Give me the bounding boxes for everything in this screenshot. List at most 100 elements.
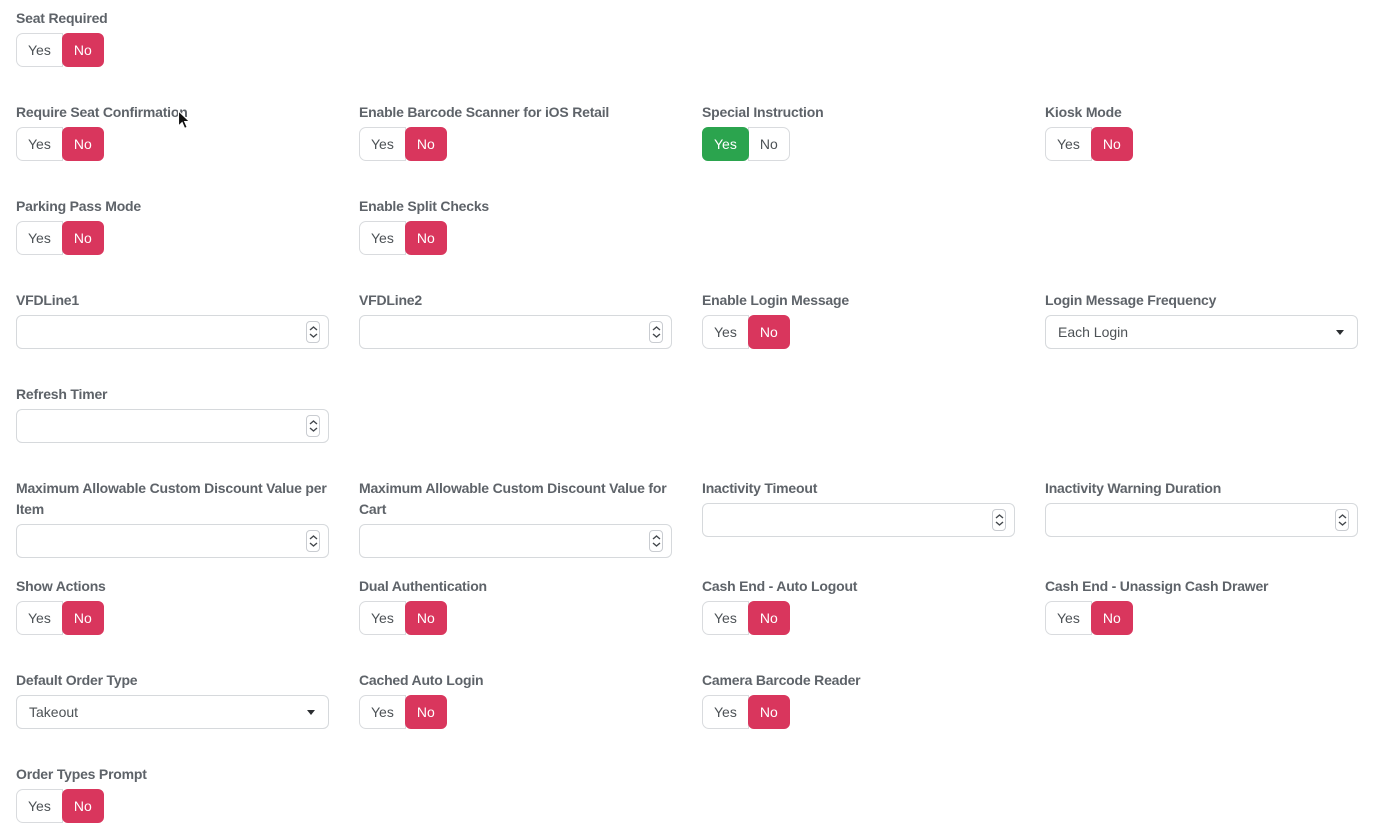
inactivity-timeout-label: Inactivity Timeout — [702, 480, 818, 496]
max-discount-item-stepper[interactable] — [306, 530, 320, 552]
require-seat-confirmation-toggle: Yes No — [16, 127, 104, 161]
enable-barcode-scanner-label: Enable Barcode Scanner for iOS Retail — [359, 104, 610, 120]
seat-required-toggle: Yes No — [16, 33, 104, 67]
vfdline2-stepper[interactable] — [649, 321, 663, 343]
settings-form: Seat Required Yes No Require Seat Confir… — [16, 8, 1374, 823]
field-refresh-timer: Refresh Timer — [16, 384, 329, 443]
enable-split-checks-yes-button[interactable]: Yes — [359, 221, 406, 255]
chevron-up-icon — [309, 326, 317, 331]
cached-auto-login-no-button[interactable]: No — [404, 695, 447, 729]
camera-barcode-reader-toggle: Yes No — [702, 695, 790, 729]
field-kiosk-mode: Kiosk Mode Yes No — [1045, 102, 1358, 161]
field-enable-barcode-scanner: Enable Barcode Scanner for iOS Retail Ye… — [359, 102, 672, 161]
enable-barcode-scanner-no-button[interactable]: No — [404, 127, 447, 161]
form-row: Show Actions Yes No Dual Authentication … — [16, 576, 1374, 635]
chevron-up-icon — [309, 420, 317, 425]
parking-pass-mode-no-button[interactable]: No — [61, 221, 104, 255]
inactivity-warning-duration-stepper[interactable] — [1335, 509, 1349, 531]
inactivity-timeout-stepper[interactable] — [992, 509, 1006, 531]
special-instruction-toggle: Yes No — [702, 127, 790, 161]
default-order-type-label: Default Order Type — [16, 672, 138, 688]
kiosk-mode-no-button[interactable]: No — [1090, 127, 1133, 161]
enable-login-message-label: Enable Login Message — [702, 292, 849, 308]
cash-end-unassign-cash-drawer-yes-button[interactable]: Yes — [1045, 601, 1092, 635]
enable-barcode-scanner-toggle: Yes No — [359, 127, 447, 161]
special-instruction-no-button[interactable]: No — [747, 127, 790, 161]
field-seat-required: Seat Required Yes No — [16, 8, 329, 67]
refresh-timer-input[interactable] — [16, 409, 329, 443]
field-camera-barcode-reader: Camera Barcode Reader Yes No — [702, 670, 1015, 729]
field-order-types-prompt: Order Types Prompt Yes No — [16, 764, 329, 823]
default-order-type-value: Takeout — [29, 704, 79, 720]
refresh-timer-stepper[interactable] — [306, 415, 320, 437]
form-row: Maximum Allowable Custom Discount Value … — [16, 478, 1374, 558]
vfdline2-input[interactable] — [359, 315, 672, 349]
chevron-up-icon — [309, 535, 317, 540]
show-actions-no-button[interactable]: No — [61, 601, 104, 635]
default-order-type-select[interactable]: Takeout — [16, 695, 329, 729]
require-seat-confirmation-label: Require Seat Confirmation — [16, 104, 188, 120]
camera-barcode-reader-label: Camera Barcode Reader — [702, 672, 861, 688]
inactivity-warning-duration-input[interactable] — [1045, 503, 1358, 537]
inactivity-warning-duration-label: Inactivity Warning Duration — [1045, 480, 1222, 496]
seat-required-no-button[interactable]: No — [61, 33, 104, 67]
enable-login-message-yes-button[interactable]: Yes — [702, 315, 749, 349]
login-message-frequency-select[interactable]: Each Login — [1045, 315, 1358, 349]
dual-authentication-toggle: Yes No — [359, 601, 447, 635]
parking-pass-mode-label: Parking Pass Mode — [16, 198, 141, 214]
max-discount-item-input[interactable] — [16, 524, 329, 558]
form-row: Default Order Type Takeout Cached Auto L… — [16, 670, 1374, 729]
inactivity-warning-duration-number-field — [1045, 503, 1358, 537]
kiosk-mode-toggle: Yes No — [1045, 127, 1133, 161]
camera-barcode-reader-yes-button[interactable]: Yes — [702, 695, 749, 729]
field-vfdline1: VFDLine1 — [16, 290, 329, 349]
show-actions-label: Show Actions — [16, 578, 106, 594]
enable-split-checks-toggle: Yes No — [359, 221, 447, 255]
cached-auto-login-yes-button[interactable]: Yes — [359, 695, 406, 729]
field-require-seat-confirmation: Require Seat Confirmation Yes No — [16, 102, 329, 161]
enable-split-checks-no-button[interactable]: No — [404, 221, 447, 255]
special-instruction-yes-button[interactable]: Yes — [702, 127, 749, 161]
cash-end-auto-logout-yes-button[interactable]: Yes — [702, 601, 749, 635]
field-special-instruction: Special Instruction Yes No — [702, 102, 1015, 161]
order-types-prompt-yes-button[interactable]: Yes — [16, 789, 63, 823]
order-types-prompt-no-button[interactable]: No — [61, 789, 104, 823]
camera-barcode-reader-no-button[interactable]: No — [747, 695, 790, 729]
cash-end-auto-logout-no-button[interactable]: No — [747, 601, 790, 635]
chevron-up-icon — [995, 514, 1003, 519]
require-seat-confirmation-yes-button[interactable]: Yes — [16, 127, 63, 161]
field-cash-end-unassign-cash-drawer: Cash End - Unassign Cash Drawer Yes No — [1045, 576, 1358, 635]
field-enable-split-checks: Enable Split Checks Yes No — [359, 196, 672, 255]
require-seat-confirmation-no-button[interactable]: No — [61, 127, 104, 161]
inactivity-timeout-input[interactable] — [702, 503, 1015, 537]
seat-required-yes-button[interactable]: Yes — [16, 33, 63, 67]
field-default-order-type: Default Order Type Takeout — [16, 670, 329, 729]
vfdline1-stepper[interactable] — [306, 321, 320, 343]
kiosk-mode-label: Kiosk Mode — [1045, 104, 1122, 120]
enable-login-message-no-button[interactable]: No — [747, 315, 790, 349]
enable-barcode-scanner-yes-button[interactable]: Yes — [359, 127, 406, 161]
cash-end-unassign-cash-drawer-no-button[interactable]: No — [1090, 601, 1133, 635]
chevron-down-icon — [309, 333, 317, 338]
cash-end-unassign-cash-drawer-toggle: Yes No — [1045, 601, 1133, 635]
chevron-up-icon — [652, 326, 660, 331]
field-cached-auto-login: Cached Auto Login Yes No — [359, 670, 672, 729]
dual-authentication-no-button[interactable]: No — [404, 601, 447, 635]
parking-pass-mode-yes-button[interactable]: Yes — [16, 221, 63, 255]
field-show-actions: Show Actions Yes No — [16, 576, 329, 635]
inactivity-timeout-number-field — [702, 503, 1015, 537]
dual-authentication-yes-button[interactable]: Yes — [359, 601, 406, 635]
max-discount-cart-input[interactable] — [359, 524, 672, 558]
max-discount-cart-stepper[interactable] — [649, 530, 663, 552]
order-types-prompt-label: Order Types Prompt — [16, 766, 147, 782]
special-instruction-label: Special Instruction — [702, 104, 824, 120]
kiosk-mode-yes-button[interactable]: Yes — [1045, 127, 1092, 161]
show-actions-yes-button[interactable]: Yes — [16, 601, 63, 635]
vfdline1-input[interactable] — [16, 315, 329, 349]
chevron-down-icon — [995, 521, 1003, 526]
parking-pass-mode-toggle: Yes No — [16, 221, 104, 255]
enable-split-checks-label: Enable Split Checks — [359, 198, 490, 214]
form-row: Require Seat Confirmation Yes No Enable … — [16, 102, 1374, 161]
chevron-down-icon — [652, 333, 660, 338]
field-parking-pass-mode: Parking Pass Mode Yes No — [16, 196, 329, 255]
